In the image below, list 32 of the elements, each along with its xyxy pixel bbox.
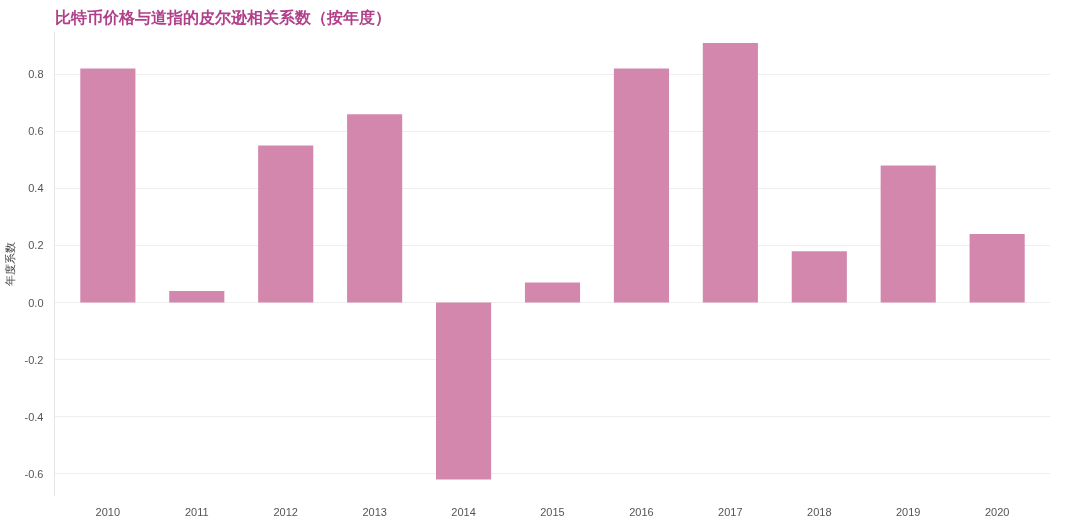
y-tick-label: -0.2 — [24, 353, 44, 366]
bar — [169, 291, 225, 303]
bar — [80, 68, 136, 303]
x-tick-label: 2015 — [540, 505, 565, 518]
x-tick-label: 2011 — [184, 505, 209, 518]
y-tick-label: 0.0 — [28, 296, 44, 309]
x-tick-label: 2017 — [718, 505, 743, 518]
x-tick-label: 2020 — [984, 505, 1010, 518]
y-tick-label: -0.4 — [24, 410, 44, 423]
bar — [436, 302, 492, 480]
y-tick-label: 0.8 — [28, 68, 44, 81]
bar — [880, 165, 936, 303]
bar — [613, 68, 669, 303]
x-tick-label: 2010 — [95, 505, 121, 518]
bar — [347, 114, 403, 303]
x-tick-label: 2019 — [895, 505, 921, 518]
bar — [791, 251, 847, 303]
y-tick-label: 0.4 — [28, 182, 44, 195]
y-tick-label: 0.2 — [28, 239, 44, 252]
x-tick-label: 2016 — [629, 505, 654, 518]
bar — [258, 145, 314, 303]
x-tick-label: 2014 — [451, 505, 476, 518]
x-tick-label: 2013 — [362, 505, 387, 518]
chart-title: 比特币价格与道指的皮尔逊相关系数（按年度） — [54, 7, 391, 27]
x-tick-label: 2018 — [807, 505, 832, 518]
bar — [702, 42, 758, 303]
bar — [524, 282, 581, 303]
bar — [969, 234, 1025, 303]
y-tick-label: -0.6 — [24, 467, 44, 480]
y-tick-label: 0.6 — [28, 125, 44, 138]
x-tick-label: 2012 — [273, 505, 298, 518]
y-axis-title: 年度系数 — [3, 242, 17, 286]
